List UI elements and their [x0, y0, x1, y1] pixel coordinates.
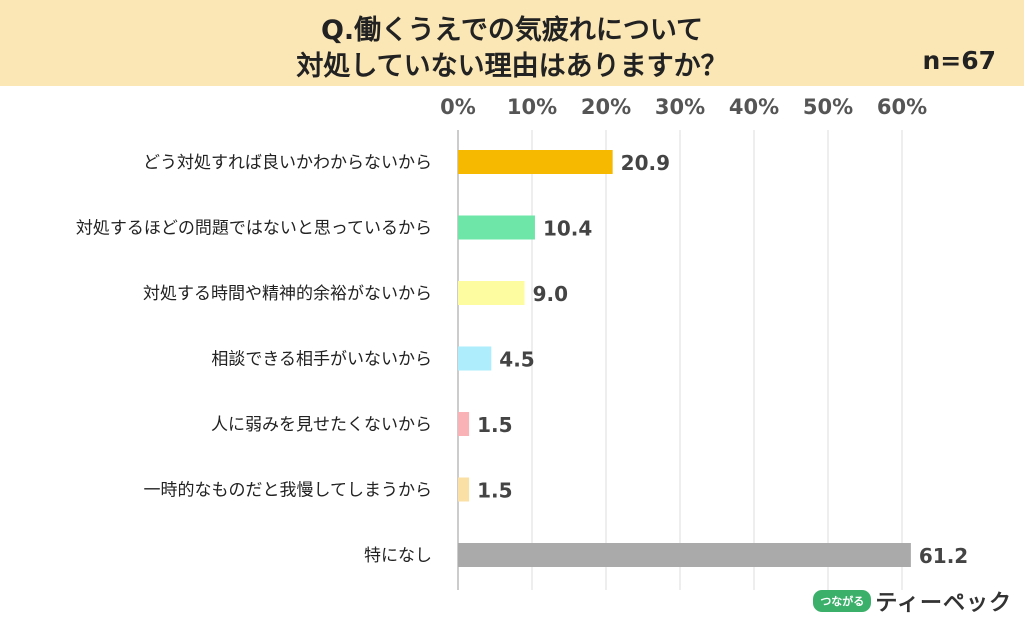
chart-title-line2: 対処していない理由はありますか？ [296, 51, 728, 82]
x-tick-label: 40% [729, 95, 779, 119]
x-tick-label: 10% [507, 95, 557, 119]
header-banner: Q.働くうえでの気疲れについて 対処していない理由はありますか？ n=67 [0, 0, 1024, 86]
x-tick-label: 0% [440, 95, 476, 119]
logo-badge: つながる [813, 590, 872, 612]
data-label: 4.5 [499, 348, 534, 372]
sample-size: n=67 [922, 46, 996, 75]
bar [458, 477, 470, 502]
bar [458, 412, 470, 436]
x-tick-label: 60% [877, 95, 927, 119]
bar [458, 346, 492, 371]
x-tick-label: 30% [655, 95, 705, 119]
x-tick-label: 20% [581, 95, 631, 119]
data-label: 1.5 [477, 413, 512, 437]
category-label: 対処する時間や精神的余裕がないから [143, 284, 432, 304]
brand-logo: つながる ティーペック [813, 585, 1012, 617]
data-label: 9.0 [533, 282, 568, 306]
data-label: 1.5 [477, 479, 512, 503]
category-label: どう対処すれば良いかわからないから [143, 153, 432, 173]
category-label: 人に弱みを見せたくないから [211, 415, 432, 435]
category-label: 一時的なものだと我慢してしまうから [144, 480, 433, 501]
x-tick-label: 50% [803, 95, 853, 119]
category-label: 対処するほどの問題ではないと思っているから [76, 219, 432, 239]
bar [458, 281, 525, 305]
bar [458, 150, 613, 174]
bar [458, 543, 911, 567]
logo-text: ティーペック [875, 591, 1012, 616]
category-label: 特になし [364, 546, 432, 566]
chart-title-line1: Q.働くうえでの気疲れについて [320, 15, 704, 46]
data-label: 61.2 [919, 544, 968, 568]
data-label: 10.4 [543, 217, 592, 241]
bar [458, 215, 535, 240]
category-label: 相談できる相手がいないから [211, 350, 432, 370]
data-label: 20.9 [621, 151, 670, 175]
